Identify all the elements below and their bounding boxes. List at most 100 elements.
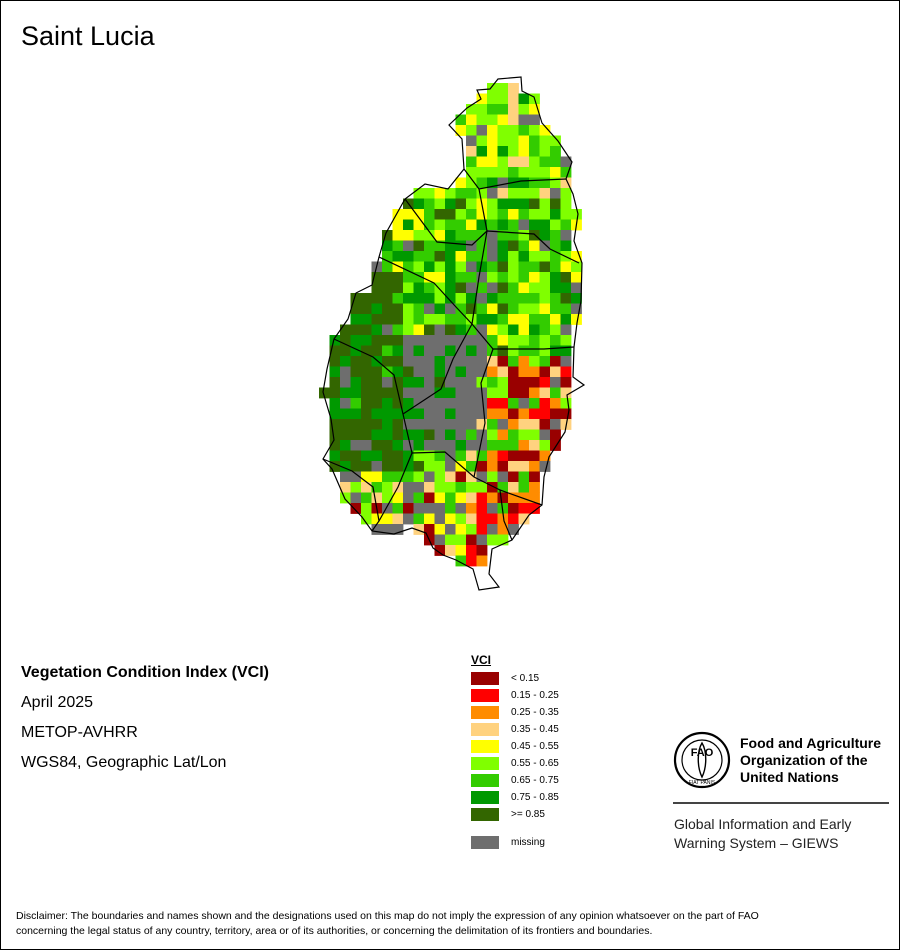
raster-cell [455, 335, 467, 346]
raster-cell [476, 209, 488, 220]
raster-cell [476, 461, 488, 472]
raster-cell [487, 188, 498, 199]
raster-cell [571, 303, 582, 315]
raster-cell [340, 450, 351, 462]
raster-cell [382, 282, 393, 294]
raster-cell [487, 377, 498, 388]
raster-cell [340, 366, 351, 378]
raster-cell [529, 198, 540, 210]
raster-cell [466, 398, 477, 409]
raster-cell [539, 135, 551, 147]
raster-cell [497, 471, 509, 483]
raster-cell [487, 209, 498, 220]
raster-cell [466, 282, 477, 294]
raster-cell [560, 356, 572, 367]
raster-cell [466, 219, 477, 231]
raster-cell [382, 482, 393, 493]
raster-cell [529, 261, 540, 273]
raster-cell [497, 356, 509, 367]
raster-cell [518, 272, 530, 283]
raster-cell [361, 461, 372, 472]
raster-cell [371, 461, 383, 472]
raster-cell [445, 314, 456, 325]
raster-cell [571, 314, 582, 325]
raster-cell [466, 555, 477, 567]
raster-cell [518, 408, 530, 420]
raster-cell [413, 198, 425, 210]
raster-cell [487, 335, 498, 346]
raster-cell [466, 524, 477, 535]
raster-cell [340, 482, 351, 493]
raster-cell [424, 440, 435, 451]
raster-cell [434, 440, 446, 451]
raster-cell [445, 356, 456, 367]
raster-cell [361, 450, 372, 462]
raster-cell [550, 314, 561, 325]
raster-cell [529, 440, 540, 451]
raster-cell [434, 545, 446, 556]
raster-cell [455, 492, 467, 504]
raster-cell [445, 198, 456, 210]
raster-cell [497, 198, 509, 210]
raster-cell [497, 93, 509, 105]
raster-cell [529, 177, 540, 189]
raster-cell [497, 461, 509, 472]
raster-cell [340, 398, 351, 409]
raster-cell [329, 387, 341, 399]
raster-cell [529, 251, 540, 262]
district-boundary [378, 452, 413, 522]
raster-cell [550, 303, 561, 315]
raster-cell [518, 345, 530, 357]
raster-cell [413, 293, 425, 304]
raster-cell [529, 156, 540, 168]
raster-cell [392, 314, 404, 325]
raster-cell [550, 356, 561, 367]
raster-cell [539, 282, 551, 294]
raster-cell [382, 387, 393, 399]
raster-cell [445, 251, 456, 262]
raster-cell [403, 272, 414, 283]
raster-cell [340, 492, 351, 504]
raster-cell [487, 114, 498, 126]
raster-cell [455, 387, 467, 399]
legend-label: 0.45 - 0.55 [511, 741, 559, 752]
raster-cell [434, 282, 446, 294]
raster-cell [424, 314, 435, 325]
raster-cell [497, 240, 509, 252]
raster-cell [361, 335, 372, 346]
raster-cell [476, 156, 488, 168]
raster-cell [487, 356, 498, 367]
raster-cell [476, 324, 488, 336]
raster-cell [413, 387, 425, 399]
raster-cell [466, 335, 477, 346]
raster-cell [413, 282, 425, 294]
raster-cell [434, 398, 446, 409]
raster-cell [455, 209, 467, 220]
raster-cell [508, 356, 519, 367]
raster-cell [487, 492, 498, 504]
raster-cell [371, 345, 383, 357]
raster-cell [445, 419, 456, 430]
raster-cell [403, 219, 414, 231]
raster-cell [560, 314, 572, 325]
raster-cell [508, 188, 519, 199]
raster-cell [455, 240, 467, 252]
projection: WGS84, Geographic Lat/Lon [21, 754, 227, 771]
raster-cell [529, 408, 540, 420]
raster-cell [508, 408, 519, 420]
raster-cell [497, 324, 509, 336]
legend-swatch [471, 740, 499, 753]
raster-cell [529, 482, 540, 493]
raster-cell [361, 356, 372, 367]
raster-cell [529, 167, 540, 178]
raster-cell [550, 251, 561, 262]
raster-cell [413, 524, 425, 535]
vci-raster-map [319, 76, 586, 591]
raster-cell [466, 492, 477, 504]
raster-cell [403, 377, 414, 388]
raster-cell [497, 440, 509, 451]
raster-cell [476, 545, 488, 556]
district-boundary [473, 348, 494, 478]
raster-cell [497, 513, 509, 525]
